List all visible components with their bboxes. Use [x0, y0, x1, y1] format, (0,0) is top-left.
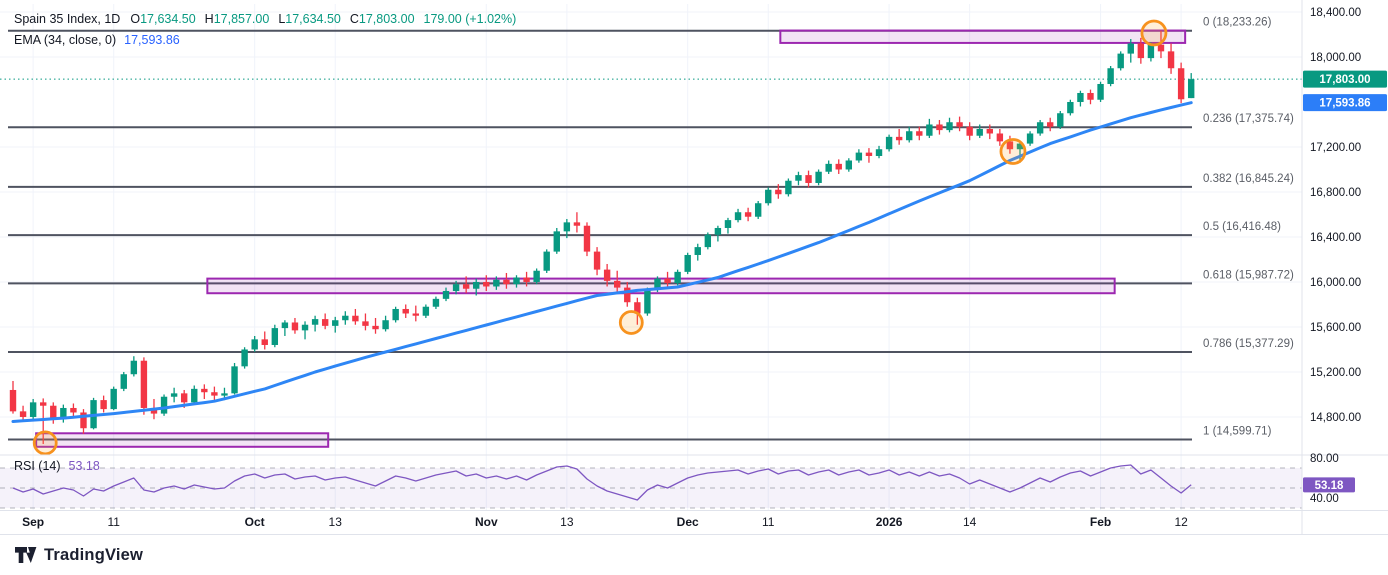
- highlight-circle: [1140, 19, 1168, 47]
- rsi-tick-label: 40.00: [1310, 493, 1339, 505]
- rsi-line: [12, 464, 1192, 501]
- fib-level-label: 1 (14,599.71): [1203, 426, 1272, 438]
- rsi-tick-label: 80.00: [1310, 453, 1339, 465]
- fib-level-label: 0.618 (15,987.72): [1203, 269, 1294, 281]
- rsi-pane: [0, 464, 1302, 509]
- price-tick-label: 16,400.00: [1310, 232, 1361, 244]
- rsi-legend-value: 53.18: [68, 459, 100, 473]
- price-axis[interactable]: 18,400.00 18,000.00 17,200.00 16,800.00 16,4…: [1310, 7, 1361, 505]
- highlight-circle: [999, 138, 1027, 165]
- ohlc-key: L: [278, 12, 286, 26]
- price-tick-label: 15,600.00: [1310, 322, 1361, 334]
- ohlc-value: 17,634.50: [285, 12, 341, 26]
- tradingview-logo[interactable]: TradingView: [14, 546, 143, 565]
- time-tick-label: Nov: [475, 515, 498, 529]
- fib-level-label: 0.786 (15,377.29): [1203, 338, 1294, 350]
- rsi-legend-label: RSI (14): [14, 459, 61, 473]
- candles: [9, 30, 1195, 444]
- ema-legend[interactable]: EMA (34, close, 0) 17,593.86: [14, 33, 180, 47]
- time-axis[interactable]: Sep 11 Oct 13 Nov 13 Dec 11 2026 14 Feb 12: [22, 515, 1188, 529]
- rsi-value-badge: 53.18: [1303, 477, 1355, 493]
- highlight-circles: [32, 19, 1168, 456]
- zones: [35, 29, 1187, 448]
- ema-legend-value: 17,593.86: [124, 33, 180, 47]
- ema-price-badge: 17,593.86: [1303, 94, 1387, 112]
- price-tick-label: 18,000.00: [1310, 52, 1361, 64]
- svg-text:53.18: 53.18: [1315, 480, 1344, 492]
- fib-level-label: 0 (18,233.26): [1203, 17, 1272, 29]
- footer-bar: TradingView: [0, 535, 1388, 575]
- ohlc-key: C: [349, 12, 359, 26]
- price-tick-label: 16,000.00: [1310, 277, 1361, 289]
- svg-text:17,593.86: 17,593.86: [1319, 98, 1370, 110]
- fib-retracement: 0 (18,233.26) 0.236 (17,375.74) 0.382 (16,…: [8, 17, 1294, 441]
- time-tick-label: 2026: [876, 515, 903, 529]
- fib-level-label: 0.236 (17,375.74): [1203, 113, 1294, 125]
- ema-legend-label: EMA (34, close, 0): [14, 33, 117, 47]
- svg-text:17,803.00: 17,803.00: [1319, 74, 1370, 86]
- highlight-circle: [618, 310, 644, 335]
- symbol-title: Spain 35 Index, 1D: [14, 12, 121, 26]
- ohlc-values: O17,634.50 H17,857.00 L17,634.50 C17,803.00: [130, 12, 423, 26]
- price-tick-label: 17,200.00: [1310, 142, 1361, 154]
- price-tick-label: 18,400.00: [1310, 7, 1361, 19]
- time-tick-label: Sep: [22, 515, 44, 529]
- pane-separators: [0, 0, 1388, 535]
- time-tick-label: Dec: [677, 515, 699, 529]
- rsi-legend[interactable]: RSI (14) 53.18: [14, 459, 100, 473]
- tradingview-logo-icon: [14, 546, 37, 564]
- time-tick-label: 14: [963, 515, 977, 529]
- time-tick-label: 13: [329, 515, 343, 529]
- ohlc-key: O: [130, 12, 141, 26]
- time-tick-label: 11: [762, 515, 775, 529]
- ohlc-value: 17,857.00: [213, 12, 270, 26]
- time-tick-label: 13: [560, 515, 574, 529]
- highlight-circle: [32, 430, 58, 456]
- time-tick-label: 11: [107, 515, 120, 529]
- zone-rect: [35, 432, 330, 448]
- price-tick-label: 14,800.00: [1310, 412, 1361, 424]
- price-tick-label: 15,200.00: [1310, 367, 1361, 379]
- change-value: 179.00 (+1.02%): [423, 12, 517, 26]
- zone-rect: [779, 29, 1187, 44]
- chart-canvas[interactable]: 0 (18,233.26) 0.236 (17,375.74) 0.382 (16,…: [0, 0, 1388, 535]
- fib-level-label: 0.5 (16,416.48): [1203, 221, 1281, 233]
- time-tick-label: Oct: [245, 515, 265, 529]
- time-tick-label: Feb: [1090, 515, 1111, 529]
- time-tick-label: 12: [1174, 515, 1188, 529]
- ohlc-key: H: [204, 12, 214, 26]
- ema-line: [11, 101, 1193, 423]
- symbol-legend[interactable]: Spain 35 Index, 1D O17,634.50 H17,857.00 L1…: [14, 12, 516, 26]
- tradingview-logo-text: TradingView: [44, 545, 144, 564]
- ohlc-value: 17,634.50: [140, 12, 196, 26]
- price-tick-label: 16,800.00: [1310, 187, 1361, 199]
- grid: [0, 4, 1302, 510]
- fib-level-label: 0.382 (16,845.24): [1203, 173, 1294, 185]
- zone-rect: [206, 277, 1116, 295]
- last-price-badge: 17,803.00: [1303, 70, 1387, 88]
- ohlc-value: 17,803.00: [358, 12, 415, 26]
